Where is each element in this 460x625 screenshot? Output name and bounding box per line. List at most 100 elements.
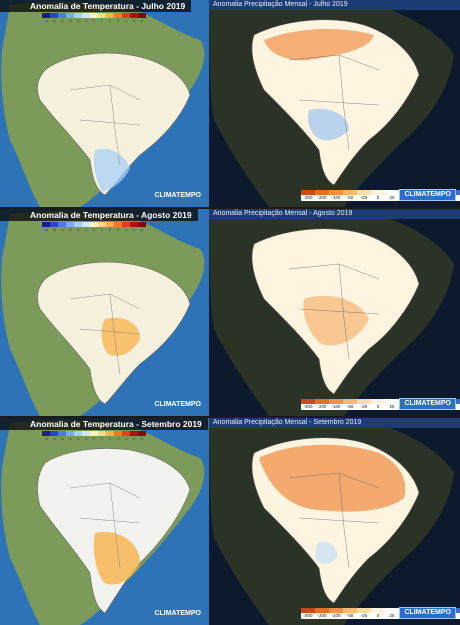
legend-swatch — [74, 222, 82, 227]
legend-tick: -6 — [44, 19, 48, 23]
legend-tick: 4 — [125, 437, 127, 441]
state-boundaries — [69, 84, 141, 166]
climatempo-logo: CLIMATEMPO — [399, 398, 456, 410]
legend-swatch — [114, 13, 122, 18]
legend-swatch — [371, 399, 385, 404]
legend-swatch — [74, 431, 82, 436]
map-title: Anomalia Precipitação Mensal - Julho 201… — [209, 0, 460, 10]
legend-tick: -4 — [60, 19, 64, 23]
legend-tick: 1 — [101, 19, 103, 23]
legend-swatch — [315, 399, 329, 404]
map-title: Anomalia de Temperatura - Agosto 2019 — [0, 209, 198, 221]
legend-swatch — [371, 608, 385, 613]
legend-swatch — [455, 608, 460, 613]
legend-swatch — [385, 190, 399, 195]
legend-tick: -200 — [317, 404, 327, 409]
temperature-legend-ticks: -6 -5 -4 -3 -2 -1 0 1 2 3 4 5 6 — [42, 228, 146, 232]
legend-tick: 0 — [376, 404, 380, 409]
climatempo-logo: CLIMATEMPO — [154, 610, 201, 617]
legend-tick: -100 — [331, 195, 341, 200]
legend-swatch — [357, 190, 371, 195]
legend-swatch — [357, 399, 371, 404]
legend-swatch — [130, 13, 138, 18]
anomaly-dry — [264, 28, 374, 61]
legend-tick: -100 — [331, 404, 341, 409]
legend-swatch — [66, 431, 74, 436]
legend-tick: 25 — [389, 613, 395, 618]
legend-tick: 6 — [141, 228, 143, 232]
temperature-legend — [42, 222, 146, 227]
legend-tick: -1 — [84, 228, 88, 232]
legend-tick: 0 — [93, 19, 95, 23]
legend-tick: -6 — [44, 437, 48, 441]
legend-swatch — [50, 13, 58, 18]
legend-swatch — [50, 431, 58, 436]
climatempo-logo: CLIMATEMPO — [154, 192, 201, 199]
temperature-legend — [42, 13, 146, 18]
legend-tick: -6 — [44, 228, 48, 232]
state-boundaries — [288, 472, 380, 569]
legend-tick: 4 — [125, 19, 127, 23]
legend-tick: -50 — [346, 404, 354, 409]
legend-swatch — [301, 190, 315, 195]
legend-swatch — [42, 13, 50, 18]
legend-tick: -50 — [346, 195, 354, 200]
legend-swatch — [138, 222, 146, 227]
legend-swatch — [122, 431, 130, 436]
legend-tick: 6 — [141, 19, 143, 23]
legend-tick: -2 — [76, 228, 80, 232]
legend-swatch — [90, 431, 98, 436]
legend-swatch — [98, 13, 106, 18]
anomaly-wet — [307, 108, 349, 141]
legend-tick: 25 — [389, 404, 395, 409]
legend-tick: 5 — [133, 228, 135, 232]
legend-tick: -300 — [303, 613, 313, 618]
map-panel-precipitation-september: Anomalia Precipitação Mensal - Setembro … — [209, 418, 460, 625]
legend-tick: -4 — [60, 228, 64, 232]
legend-tick: 4 — [125, 228, 127, 232]
map-panel-precipitation-august: Anomalia Precipitação Mensal - Agosto 20… — [209, 209, 460, 416]
legend-tick: -300 — [303, 195, 313, 200]
map-title: Anomalia de Temperatura - Setembro 2019 — [0, 418, 208, 430]
map-panel-precipitation-july: Anomalia Precipitação Mensal - Julho 201… — [209, 0, 460, 207]
legend-tick: 3 — [117, 19, 119, 23]
legend-tick: 5 — [133, 19, 135, 23]
temperature-legend — [42, 431, 146, 436]
legend-swatch — [98, 431, 106, 436]
legend-swatch — [371, 190, 385, 195]
climatempo-logo: CLIMATEMPO — [399, 607, 456, 619]
legend-swatch — [301, 399, 315, 404]
anomaly-region — [93, 532, 140, 585]
legend-swatch — [106, 431, 114, 436]
precipitation-map — [209, 418, 460, 625]
legend-swatch — [58, 13, 66, 18]
legend-swatch — [130, 222, 138, 227]
legend-swatch — [106, 13, 114, 18]
legend-swatch — [385, 608, 399, 613]
legend-tick: 5 — [133, 437, 135, 441]
legend-tick: -100 — [331, 613, 341, 618]
legend-swatch — [138, 13, 146, 18]
legend-tick: -200 — [317, 195, 327, 200]
legend-swatch — [138, 431, 146, 436]
legend-swatch — [66, 13, 74, 18]
legend-swatch — [301, 608, 315, 613]
legend-swatch — [82, 222, 90, 227]
legend-swatch — [50, 222, 58, 227]
legend-swatch — [114, 222, 122, 227]
anomaly-region — [101, 317, 140, 356]
state-boundaries — [288, 263, 380, 360]
legend-swatch — [455, 190, 460, 195]
legend-tick: 25 — [389, 195, 395, 200]
legend-tick: 0 — [376, 613, 380, 618]
legend-swatch — [114, 431, 122, 436]
legend-tick: -2 — [76, 19, 80, 23]
climatempo-logo: CLIMATEMPO — [399, 189, 456, 201]
map-panel-temperature-august: Anomalia de Temperatura - Agosto 2019 -6… — [0, 209, 209, 416]
legend-swatch — [98, 222, 106, 227]
legend-swatch — [329, 399, 343, 404]
legend-swatch — [58, 222, 66, 227]
legend-swatch — [343, 608, 357, 613]
temperature-legend-ticks: -6 -5 -4 -3 -2 -1 0 1 2 3 4 5 6 — [42, 437, 146, 441]
